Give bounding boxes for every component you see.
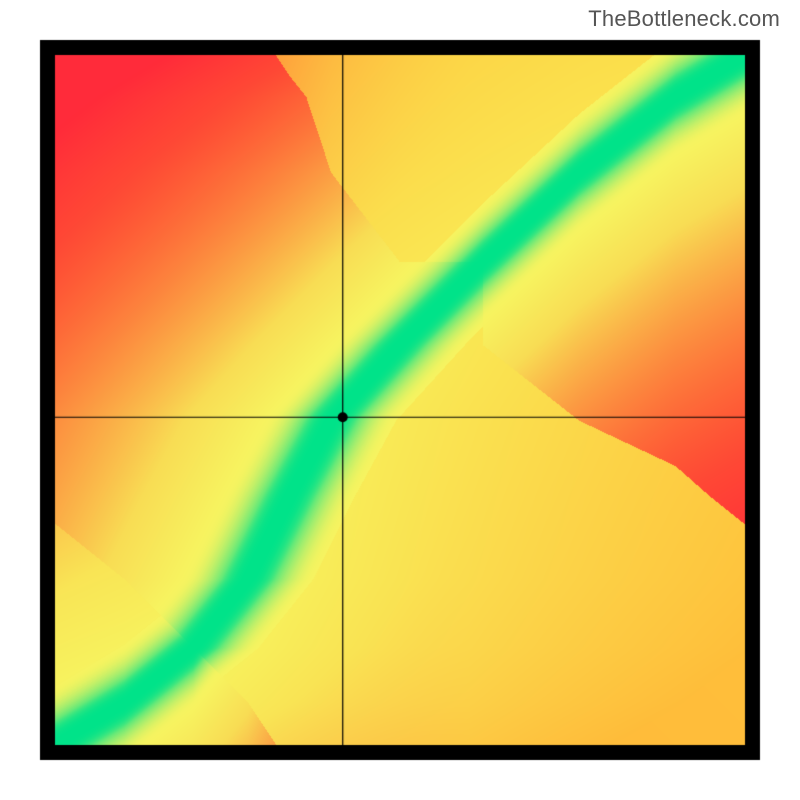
watermark-text: TheBottleneck.com xyxy=(588,6,780,32)
bottleneck-heatmap xyxy=(0,0,800,800)
